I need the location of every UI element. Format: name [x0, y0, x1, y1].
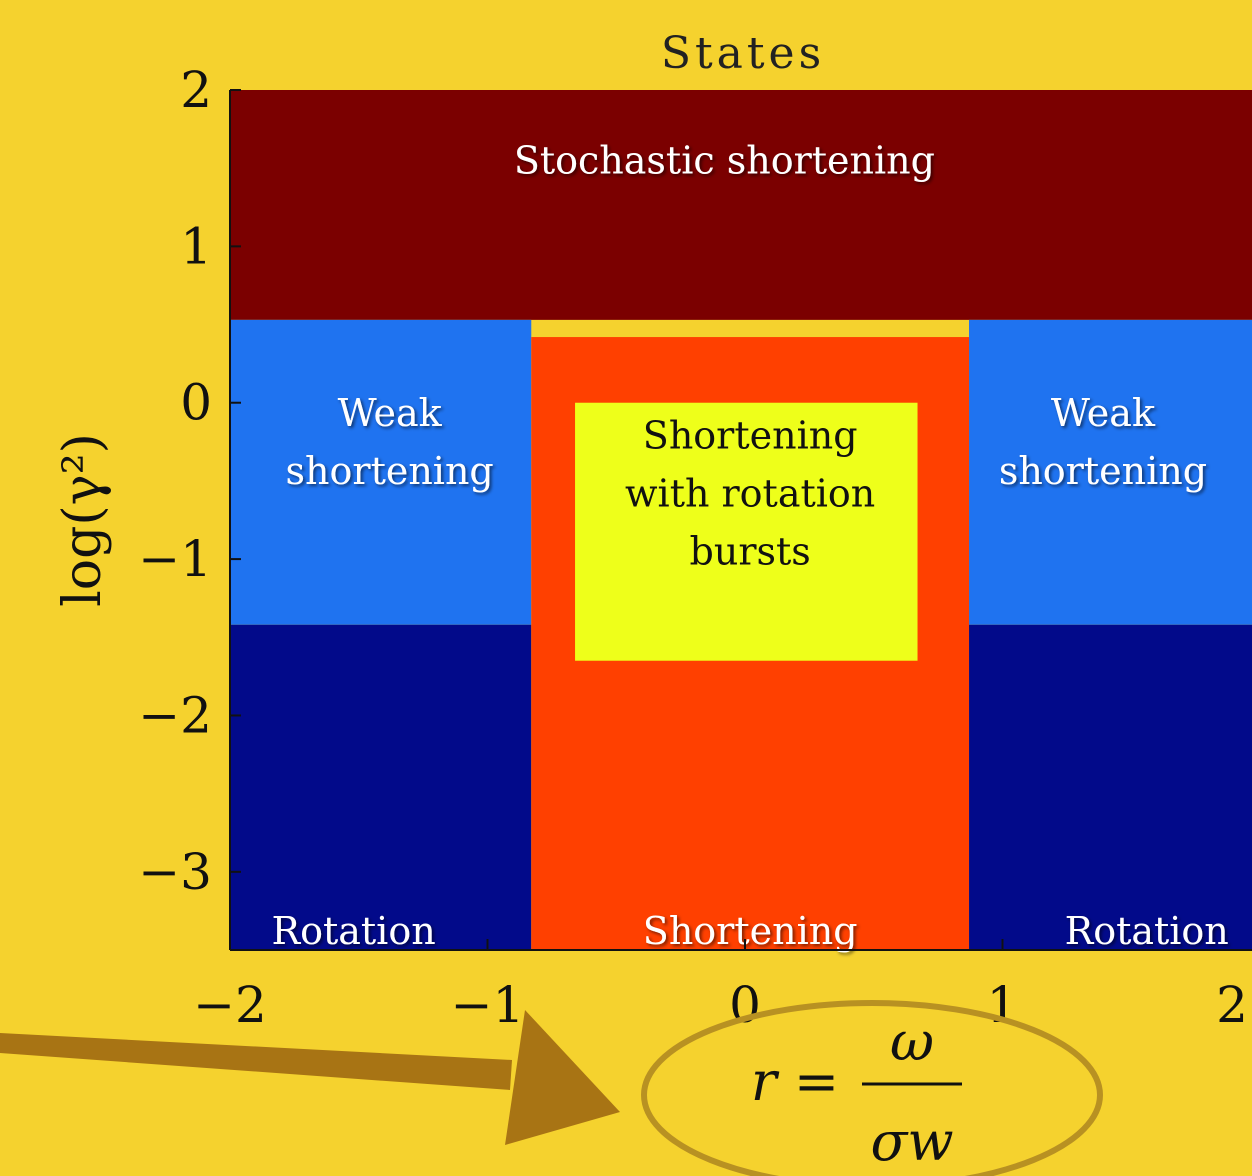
y-axis-label-text: log(γ²): [53, 433, 113, 607]
x-tick-label: −1: [451, 976, 525, 1034]
y-tick-label: 0: [180, 374, 212, 432]
region-rotation-3: [230, 624, 532, 950]
region-rotation-4: [969, 624, 1252, 950]
formula-denominator: σw: [870, 1110, 953, 1173]
y-tick-label: −3: [138, 843, 212, 901]
formula-numerator: ω: [890, 1010, 934, 1073]
region-label-weak_left: Weak shortening: [286, 391, 494, 493]
region-label-bursts: Shortening with rotation bursts: [625, 413, 875, 573]
y-tick-label: 2: [180, 61, 212, 119]
region-stochastic-0: [230, 90, 1252, 320]
y-tick-label: 1: [180, 217, 212, 275]
x-tick-label: 2: [1216, 976, 1248, 1034]
y-tick-label: −1: [138, 530, 212, 588]
region-label-shortening_bottom: Shortening: [643, 909, 858, 953]
region-label-stochastic: Stochastic shortening: [514, 138, 935, 182]
chart-title: States: [661, 28, 825, 79]
y-axis-ticks: 2 1 0 −1 −2 −3: [138, 61, 241, 901]
x-axis-ticks: −2 −1 0 1 2: [193, 939, 1248, 1034]
region-weak-1: [230, 319, 532, 625]
region-labels: Stochastic shortening Weak shortening Weak s…: [271, 138, 1228, 953]
arrow-head: [505, 1010, 620, 1145]
x-tick-label: 0: [729, 976, 761, 1034]
y-tick-label: −2: [138, 686, 212, 744]
formula-ellipse: [641, 1000, 1103, 1176]
region-label-weak_right: Weak shortening: [999, 391, 1207, 493]
plot-area: [230, 90, 1252, 950]
y-axis-label: log(γ²): [53, 433, 113, 607]
region-weak-2: [969, 319, 1252, 625]
region-label-rotation_left: Rotation: [271, 909, 435, 953]
annotation-arrow: [0, 1010, 620, 1145]
region-label-rotation_right: Rotation: [1065, 909, 1229, 953]
x-tick-label: −2: [193, 976, 267, 1034]
x-axis-formula: r = ω σw: [751, 1010, 962, 1173]
formula-lhs: r =: [751, 1050, 839, 1113]
arrow-shaft: [0, 1033, 512, 1090]
region-bursts-6: [575, 402, 918, 661]
